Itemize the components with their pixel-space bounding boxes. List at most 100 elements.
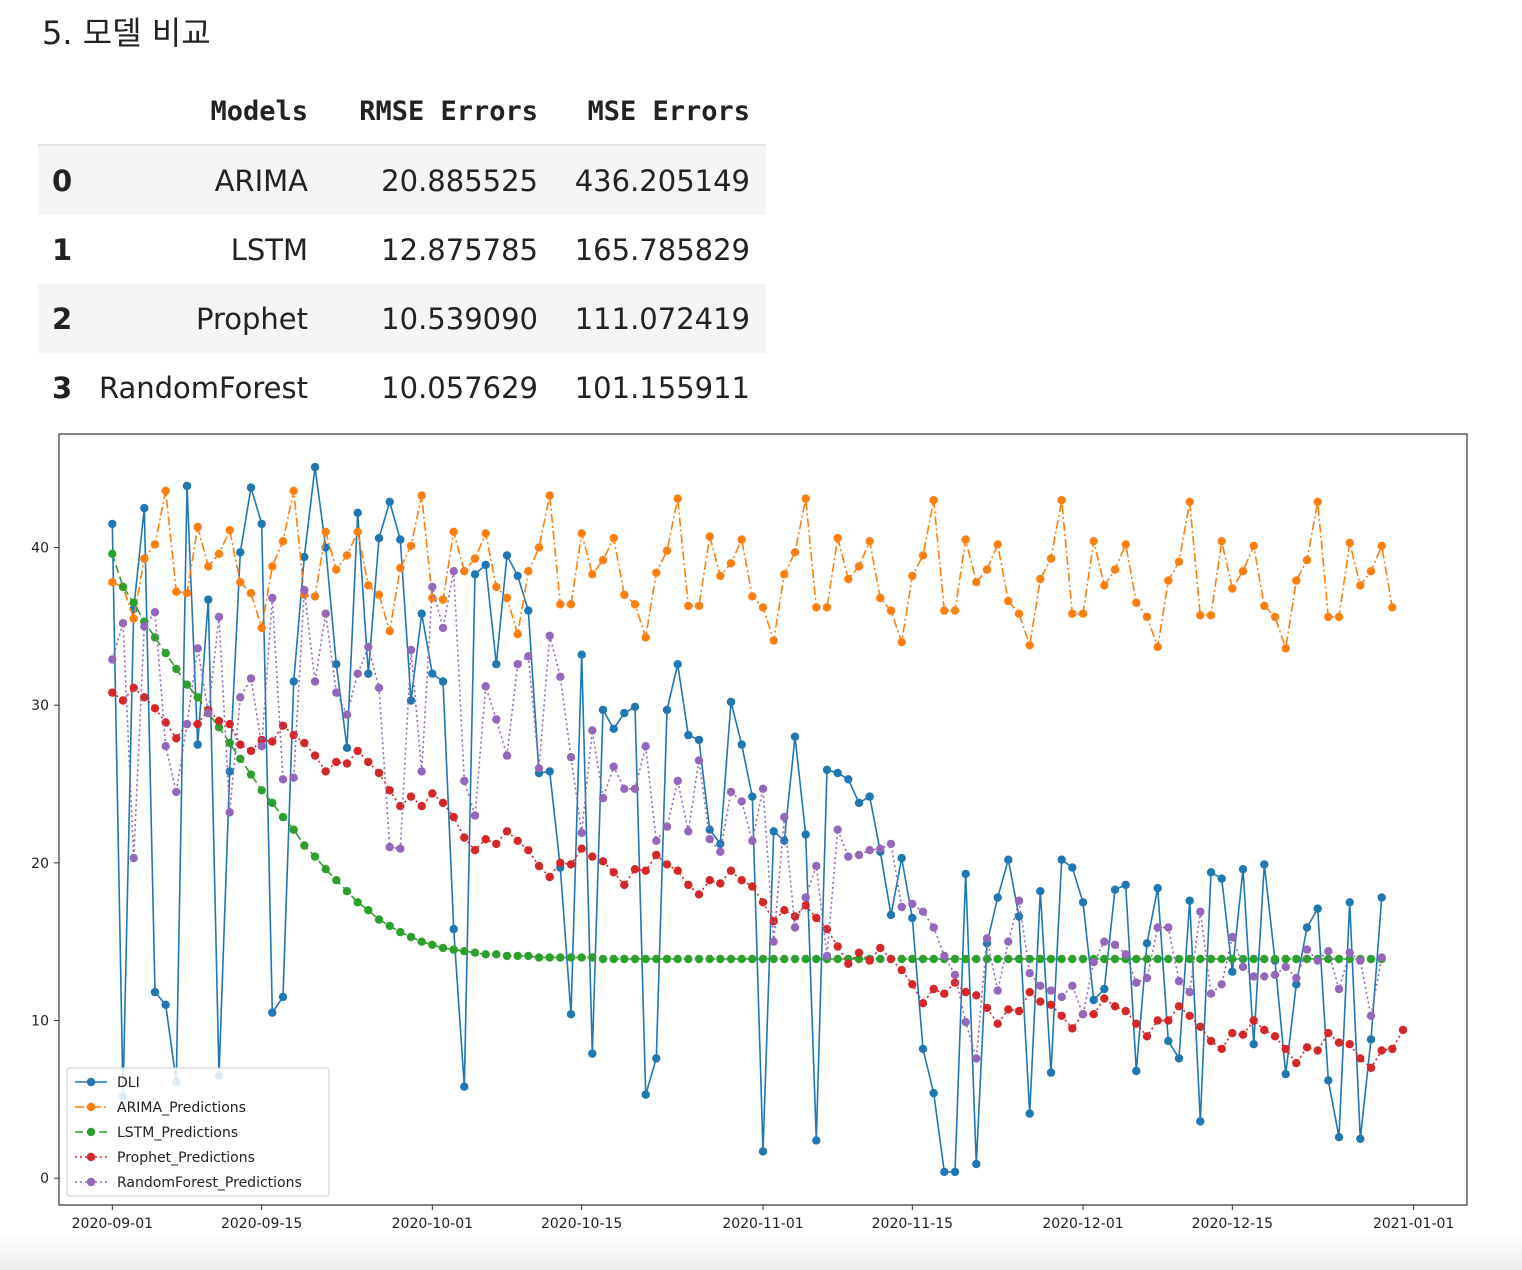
data-point: [428, 940, 437, 949]
data-point: [982, 1003, 992, 1013]
data-point: [588, 852, 597, 861]
data-point: [342, 887, 352, 896]
x-tick-label: 2020-09-01: [72, 1216, 153, 1232]
data-point: [780, 954, 789, 964]
data-point: [406, 932, 416, 942]
data-point: [1228, 954, 1237, 964]
legend-label: ARIMA_Predictions: [117, 1100, 246, 1116]
data-point: [1249, 1040, 1258, 1049]
data-point: [342, 743, 352, 752]
data-point: [1185, 987, 1194, 997]
data-point: [1281, 1044, 1290, 1054]
data-point: [620, 708, 629, 718]
data-point: [172, 664, 181, 674]
data-point: [684, 601, 693, 611]
data-point: [1153, 642, 1162, 652]
data-point: [524, 951, 533, 961]
data-point: [172, 787, 181, 797]
data-point: [630, 865, 640, 874]
data-point: [801, 954, 810, 964]
data-point: [844, 775, 853, 784]
data-point: [470, 948, 480, 957]
data-point: [780, 570, 789, 579]
data-point: [353, 746, 362, 756]
data-point: [1260, 1025, 1269, 1035]
data-point: [662, 954, 672, 964]
data-point: [609, 533, 618, 543]
data-point: [1324, 1076, 1333, 1085]
x-tick-label: 2020-11-01: [722, 1216, 803, 1232]
data-point: [300, 585, 309, 595]
data-point: [1014, 912, 1024, 921]
data-point: [1110, 1002, 1120, 1011]
data-point: [940, 989, 949, 998]
data-point: [950, 1167, 960, 1177]
data-point: [652, 836, 661, 845]
data-point: [1132, 954, 1141, 964]
data-point: [310, 592, 320, 601]
data-point: [726, 787, 736, 797]
data-point: [513, 630, 522, 639]
data-point: [812, 954, 821, 964]
data-point: [1110, 885, 1120, 894]
data-point: [1270, 970, 1280, 979]
data-point: [1132, 1019, 1141, 1028]
mse-cell: 436.205149: [538, 145, 766, 215]
data-point: [993, 893, 1002, 902]
data-point: [321, 609, 330, 618]
data-point: [172, 587, 181, 596]
data-point: [1164, 1016, 1173, 1025]
data-point: [833, 954, 842, 964]
data-point: [1324, 1028, 1333, 1038]
data-point: [1324, 947, 1333, 956]
data-point: [1046, 1068, 1056, 1077]
data-point: [918, 551, 928, 560]
data-point: [556, 858, 565, 868]
data-point: [1334, 612, 1344, 622]
data-point: [332, 565, 341, 574]
data-point: [1228, 932, 1237, 942]
data-point: [193, 693, 202, 702]
data-point: [278, 812, 288, 822]
data-point: [1185, 1011, 1194, 1020]
data-point: [1089, 958, 1098, 967]
legend-label: LSTM_Predictions: [117, 1125, 238, 1141]
data-point: [1228, 967, 1237, 976]
data-point: [705, 532, 714, 541]
x-tick-label: 2020-12-15: [1192, 1216, 1273, 1232]
data-point: [566, 860, 576, 869]
data-point: [1025, 969, 1034, 978]
data-point: [1174, 1054, 1184, 1063]
legend: DLI ARIMA_Predictions LSTM_Predictions Prop…: [66, 1067, 330, 1197]
data-point: [1100, 937, 1109, 946]
data-point: [1206, 1036, 1216, 1046]
data-point: [929, 923, 938, 932]
data-point: [492, 660, 501, 669]
data-point: [812, 1136, 821, 1145]
data-point: [1046, 986, 1056, 995]
data-point: [268, 798, 277, 808]
data-point: [908, 980, 917, 989]
data-point: [1270, 612, 1280, 622]
data-point: [929, 954, 938, 964]
data-point: [204, 562, 213, 571]
data-point: [257, 735, 266, 745]
data-point: [876, 954, 885, 964]
data-point: [1270, 954, 1280, 964]
data-point: [812, 861, 821, 871]
data-point: [1196, 1022, 1205, 1031]
data-point: [182, 680, 192, 689]
data-point: [534, 764, 544, 773]
data-point: [961, 987, 970, 997]
data-point: [140, 503, 149, 513]
data-point: [396, 535, 405, 544]
data-point: [972, 954, 981, 964]
data-point: [737, 740, 746, 749]
data-point: [1057, 496, 1066, 505]
data-point: [993, 954, 1002, 964]
data-point: [246, 674, 256, 683]
legend-label: RandomForest_Predictions: [117, 1175, 302, 1191]
data-point: [758, 603, 768, 612]
data-point: [108, 519, 117, 529]
data-point: [566, 753, 576, 762]
